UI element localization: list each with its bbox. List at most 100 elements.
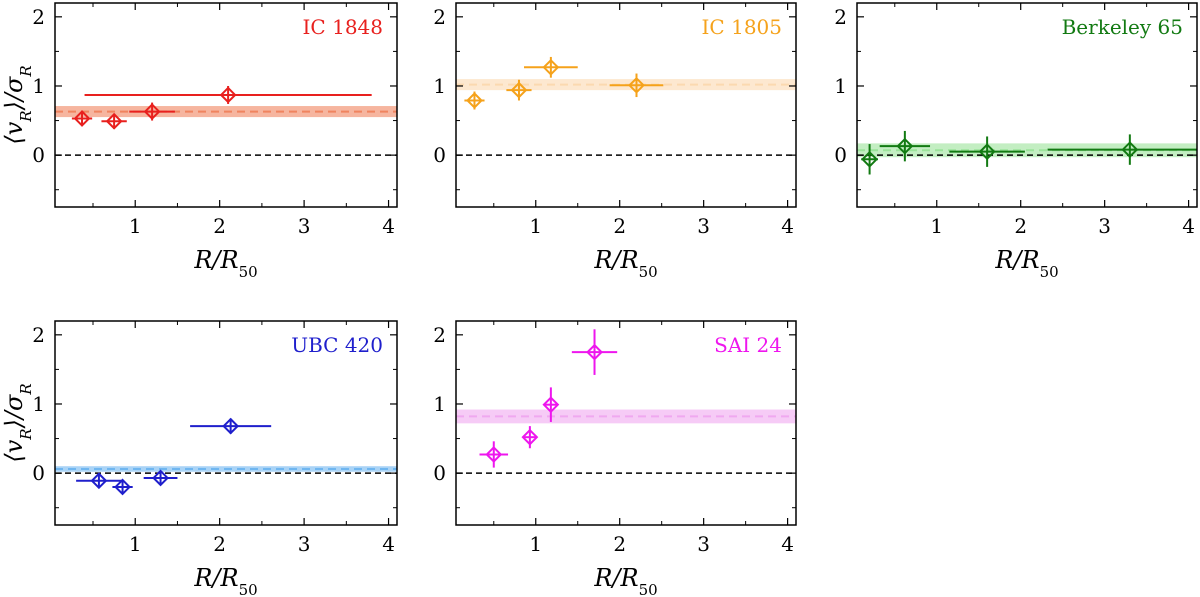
data-point-4 xyxy=(609,73,664,98)
x-axis-label: R/R50 xyxy=(193,564,257,597)
y-tick-label: 1 xyxy=(433,74,446,98)
y-tick-label: 0 xyxy=(834,143,847,167)
y-tick-label: 1 xyxy=(433,392,446,416)
panel-title: Berkeley 65 xyxy=(1062,15,1183,39)
diamond-marker xyxy=(861,150,879,168)
data-point-2 xyxy=(506,79,532,101)
data-point-3 xyxy=(542,387,560,422)
x-tick-label: 1 xyxy=(129,214,142,238)
x-axis-label: R/R50 xyxy=(593,246,657,281)
diamond-marker xyxy=(510,81,528,99)
diamond-marker xyxy=(73,110,91,127)
x-tick-label: 2 xyxy=(1014,214,1027,238)
x-axis-label: R/R50 xyxy=(193,246,257,281)
y-tick-label: 0 xyxy=(433,461,446,485)
y-tick-label: 1 xyxy=(834,74,847,98)
chart-panel-5: 1 2 3 4 0 1 2 SAI 24 R/R50 xyxy=(433,320,797,597)
data-point-1 xyxy=(71,110,93,127)
x-tick-label: 2 xyxy=(613,214,626,238)
plot-area xyxy=(456,56,796,156)
chart-panel-3: 1 2 3 4 0 1 2 Berkeley 65 R/R50 xyxy=(834,2,1198,281)
diamond-marker xyxy=(222,417,240,435)
data-point-2 xyxy=(101,112,127,130)
x-tick-label: 4 xyxy=(382,532,395,556)
data-point-4 xyxy=(1047,134,1197,165)
x-tick-label: 3 xyxy=(1098,214,1111,238)
x-tick-label: 3 xyxy=(298,214,311,238)
y-axis-label: ⟨vR⟩/σR xyxy=(0,383,35,462)
y-tick-label: 0 xyxy=(32,143,45,167)
data-point-1 xyxy=(76,472,122,490)
axes-frame xyxy=(455,320,797,526)
data-point-4 xyxy=(84,85,372,104)
plot-area xyxy=(857,130,1197,175)
panel-title: SAI 24 xyxy=(714,333,782,357)
x-tick-label: 3 xyxy=(697,214,710,238)
y-tick-label: 1 xyxy=(32,392,45,416)
y-tick-label: 2 xyxy=(433,323,446,347)
x-tick-label: 2 xyxy=(213,532,226,556)
panel-title: UBC 420 xyxy=(291,333,383,357)
diamond-marker xyxy=(466,92,483,109)
y-tick-label: 0 xyxy=(433,143,446,167)
plot-area xyxy=(55,85,397,156)
diamond-marker xyxy=(542,396,560,414)
data-point-4 xyxy=(190,417,272,435)
data-point-3 xyxy=(949,136,1025,167)
y-axis-label: ⟨vR⟩/σR xyxy=(0,65,35,144)
data-point-3 xyxy=(143,469,178,487)
axes-frame xyxy=(54,320,398,526)
data-point-1 xyxy=(479,441,509,468)
axes-frame xyxy=(455,2,797,208)
x-tick-label: 3 xyxy=(697,532,710,556)
y-tick-label: 2 xyxy=(32,5,45,29)
data-point-1 xyxy=(464,91,485,110)
y-tick-label: 2 xyxy=(32,323,45,347)
data-point-2 xyxy=(521,426,539,449)
diamond-marker xyxy=(90,472,108,490)
data-point-1 xyxy=(861,144,879,175)
y-tick-label: 1 xyxy=(32,74,45,98)
diamond-marker xyxy=(521,428,539,446)
plot-area xyxy=(456,329,796,474)
data-point-3 xyxy=(129,102,175,121)
x-tick-label: 2 xyxy=(213,214,226,238)
diamond-marker xyxy=(586,343,603,361)
diamond-marker xyxy=(152,469,169,487)
data-point-2 xyxy=(879,130,931,162)
diamond-marker xyxy=(1121,141,1139,159)
x-tick-label: 2 xyxy=(613,532,626,556)
diamond-marker xyxy=(978,143,996,161)
x-axis-label: R/R50 xyxy=(994,246,1058,281)
x-tick-label: 4 xyxy=(382,214,395,238)
x-tick-label: 1 xyxy=(529,214,542,238)
diamond-marker xyxy=(542,58,560,76)
diamond-marker xyxy=(114,478,131,496)
diamond-marker xyxy=(485,446,503,463)
diamond-marker xyxy=(628,76,645,94)
diamond-marker xyxy=(143,103,161,120)
data-point-3 xyxy=(524,56,578,78)
diamond-marker xyxy=(896,137,914,155)
data-point-4 xyxy=(571,329,618,375)
x-tick-label: 1 xyxy=(930,214,943,238)
x-axis-label: R/R50 xyxy=(593,564,657,597)
chart-panel-2: 1 2 3 4 0 1 2 IC 1805 R/R50 xyxy=(433,2,797,281)
panel-title: IC 1805 xyxy=(702,15,782,39)
diamond-marker xyxy=(105,112,123,130)
axes-frame xyxy=(856,2,1198,208)
panel-title: IC 1848 xyxy=(303,15,383,39)
x-tick-label: 3 xyxy=(298,532,311,556)
x-tick-label: 1 xyxy=(529,532,542,556)
data-point-2 xyxy=(112,478,133,496)
plot-area xyxy=(55,417,397,496)
x-tick-label: 4 xyxy=(781,214,794,238)
x-tick-label: 4 xyxy=(1182,214,1195,238)
y-tick-label: 0 xyxy=(32,461,45,485)
x-tick-label: 4 xyxy=(781,532,794,556)
diamond-marker xyxy=(219,86,237,104)
chart-panel-4: 1 2 3 4 0 1 2 UBC 420 R/R50 ⟨vR⟩/σR xyxy=(0,320,398,597)
x-tick-label: 1 xyxy=(129,532,142,556)
y-tick-label: 2 xyxy=(834,5,847,29)
